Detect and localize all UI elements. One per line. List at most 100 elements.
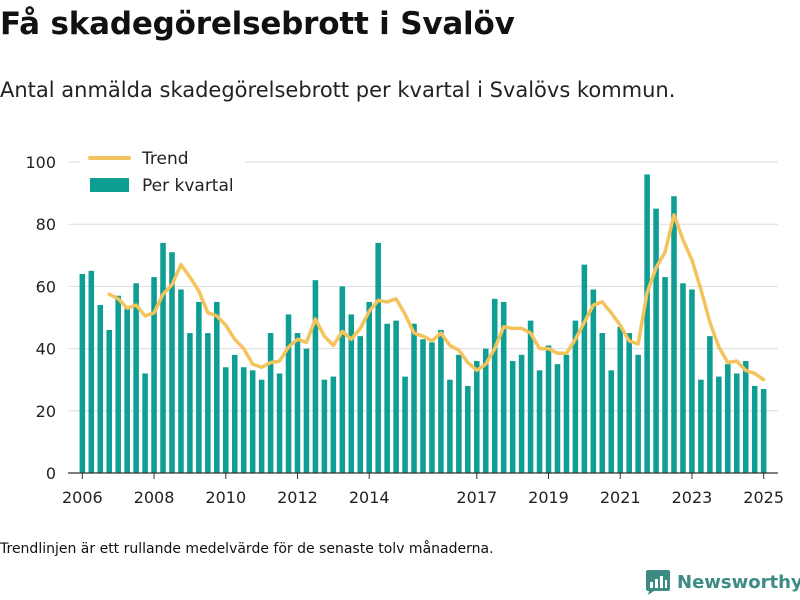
bar — [411, 323, 417, 473]
bar — [554, 364, 561, 473]
bar — [384, 323, 390, 473]
legend-bar-swatch — [90, 178, 129, 192]
bar — [223, 367, 229, 473]
bar — [142, 373, 148, 473]
bar — [626, 333, 632, 473]
bar — [240, 367, 247, 473]
bar — [760, 389, 767, 473]
bar — [249, 370, 256, 473]
bar — [97, 305, 104, 473]
bar — [733, 373, 740, 473]
bar — [303, 348, 310, 473]
bar — [491, 298, 498, 473]
bar — [563, 354, 570, 473]
newsworthy-logo-icon — [646, 570, 670, 595]
bar — [662, 277, 668, 473]
bar — [653, 208, 659, 473]
legend-bar-label: Per kvartal — [142, 176, 234, 196]
x-tick-label: 2012 — [277, 488, 318, 507]
bar — [151, 277, 157, 473]
bar — [500, 301, 507, 473]
bar — [231, 354, 238, 473]
bar — [375, 242, 381, 473]
bar — [482, 348, 489, 473]
bar — [707, 336, 713, 473]
bar — [671, 196, 677, 473]
bar — [518, 354, 525, 473]
chart-area: 0 20 40 60 80 100 2006 2008 2010 2012 2014 2017 2019… — [25, 148, 784, 507]
brand-logo: Newsworthy — [645, 569, 800, 595]
bar — [214, 301, 220, 473]
bar — [267, 333, 274, 473]
bar — [742, 361, 749, 473]
x-tick-label: 2014 — [349, 488, 390, 507]
bar — [402, 376, 408, 473]
bar — [447, 379, 453, 473]
x-tick-label: 2006 — [62, 488, 103, 507]
bar — [169, 252, 175, 473]
y-tick-label: 80 — [36, 215, 56, 234]
bar — [124, 308, 130, 473]
x-tick-label: 2025 — [743, 488, 784, 507]
bar — [160, 242, 166, 473]
bar — [465, 385, 471, 473]
bar — [294, 333, 301, 473]
bar — [689, 289, 695, 473]
x-tick-label: 2021 — [600, 488, 641, 507]
bar — [698, 379, 704, 473]
chart-subtitle: Antal anmälda skadegörelsebrott per kvar… — [0, 78, 676, 102]
y-tick-label: 40 — [36, 340, 56, 359]
bar — [330, 376, 337, 473]
bar — [115, 295, 121, 473]
trend-series — [107, 213, 766, 382]
bar — [276, 373, 283, 473]
y-tick-label: 0 — [46, 464, 56, 483]
bar — [357, 336, 364, 473]
y-tick-label: 60 — [36, 277, 56, 296]
bar — [725, 364, 731, 473]
bar — [536, 370, 543, 473]
legend-trend-label: Trend — [141, 149, 189, 169]
bar — [527, 320, 534, 473]
bar — [321, 379, 328, 473]
x-tick-label: 2008 — [134, 488, 175, 507]
bar — [608, 370, 615, 473]
bar — [88, 270, 95, 473]
x-tick-label: 2017 — [456, 488, 497, 507]
x-tick-label: 2023 — [672, 488, 713, 507]
bar — [572, 320, 579, 473]
bar — [635, 354, 641, 473]
bar — [258, 379, 265, 473]
bar — [79, 273, 86, 473]
bar — [285, 314, 292, 473]
bar — [751, 385, 758, 473]
legend: Trend Per kvartal — [80, 148, 245, 200]
bar — [133, 283, 139, 473]
bar — [599, 333, 606, 473]
bar — [644, 174, 650, 473]
bar — [617, 326, 623, 473]
axes: 0 20 40 60 80 100 2006 2008 2010 2012 2014 2017 2019… — [25, 153, 784, 507]
bar — [196, 301, 202, 473]
bar — [106, 329, 113, 473]
bar — [456, 354, 462, 473]
bar — [474, 361, 480, 473]
bar — [545, 345, 552, 473]
x-tick-label: 2019 — [528, 488, 569, 507]
bar — [312, 280, 319, 473]
bar — [509, 361, 516, 473]
footnote: Trendlinjen är ett rullande medelvärde f… — [0, 541, 494, 557]
bar — [420, 339, 426, 473]
bar — [438, 329, 444, 473]
bar — [187, 333, 193, 473]
bar — [178, 289, 184, 473]
bar — [680, 283, 686, 473]
brand-name: Newsworthy — [677, 571, 800, 593]
bar — [393, 320, 399, 473]
bar — [205, 333, 211, 473]
bar — [429, 342, 435, 473]
bar-series — [79, 174, 767, 473]
bar — [339, 286, 346, 473]
y-tick-label: 20 — [36, 402, 56, 421]
bar — [581, 264, 588, 473]
